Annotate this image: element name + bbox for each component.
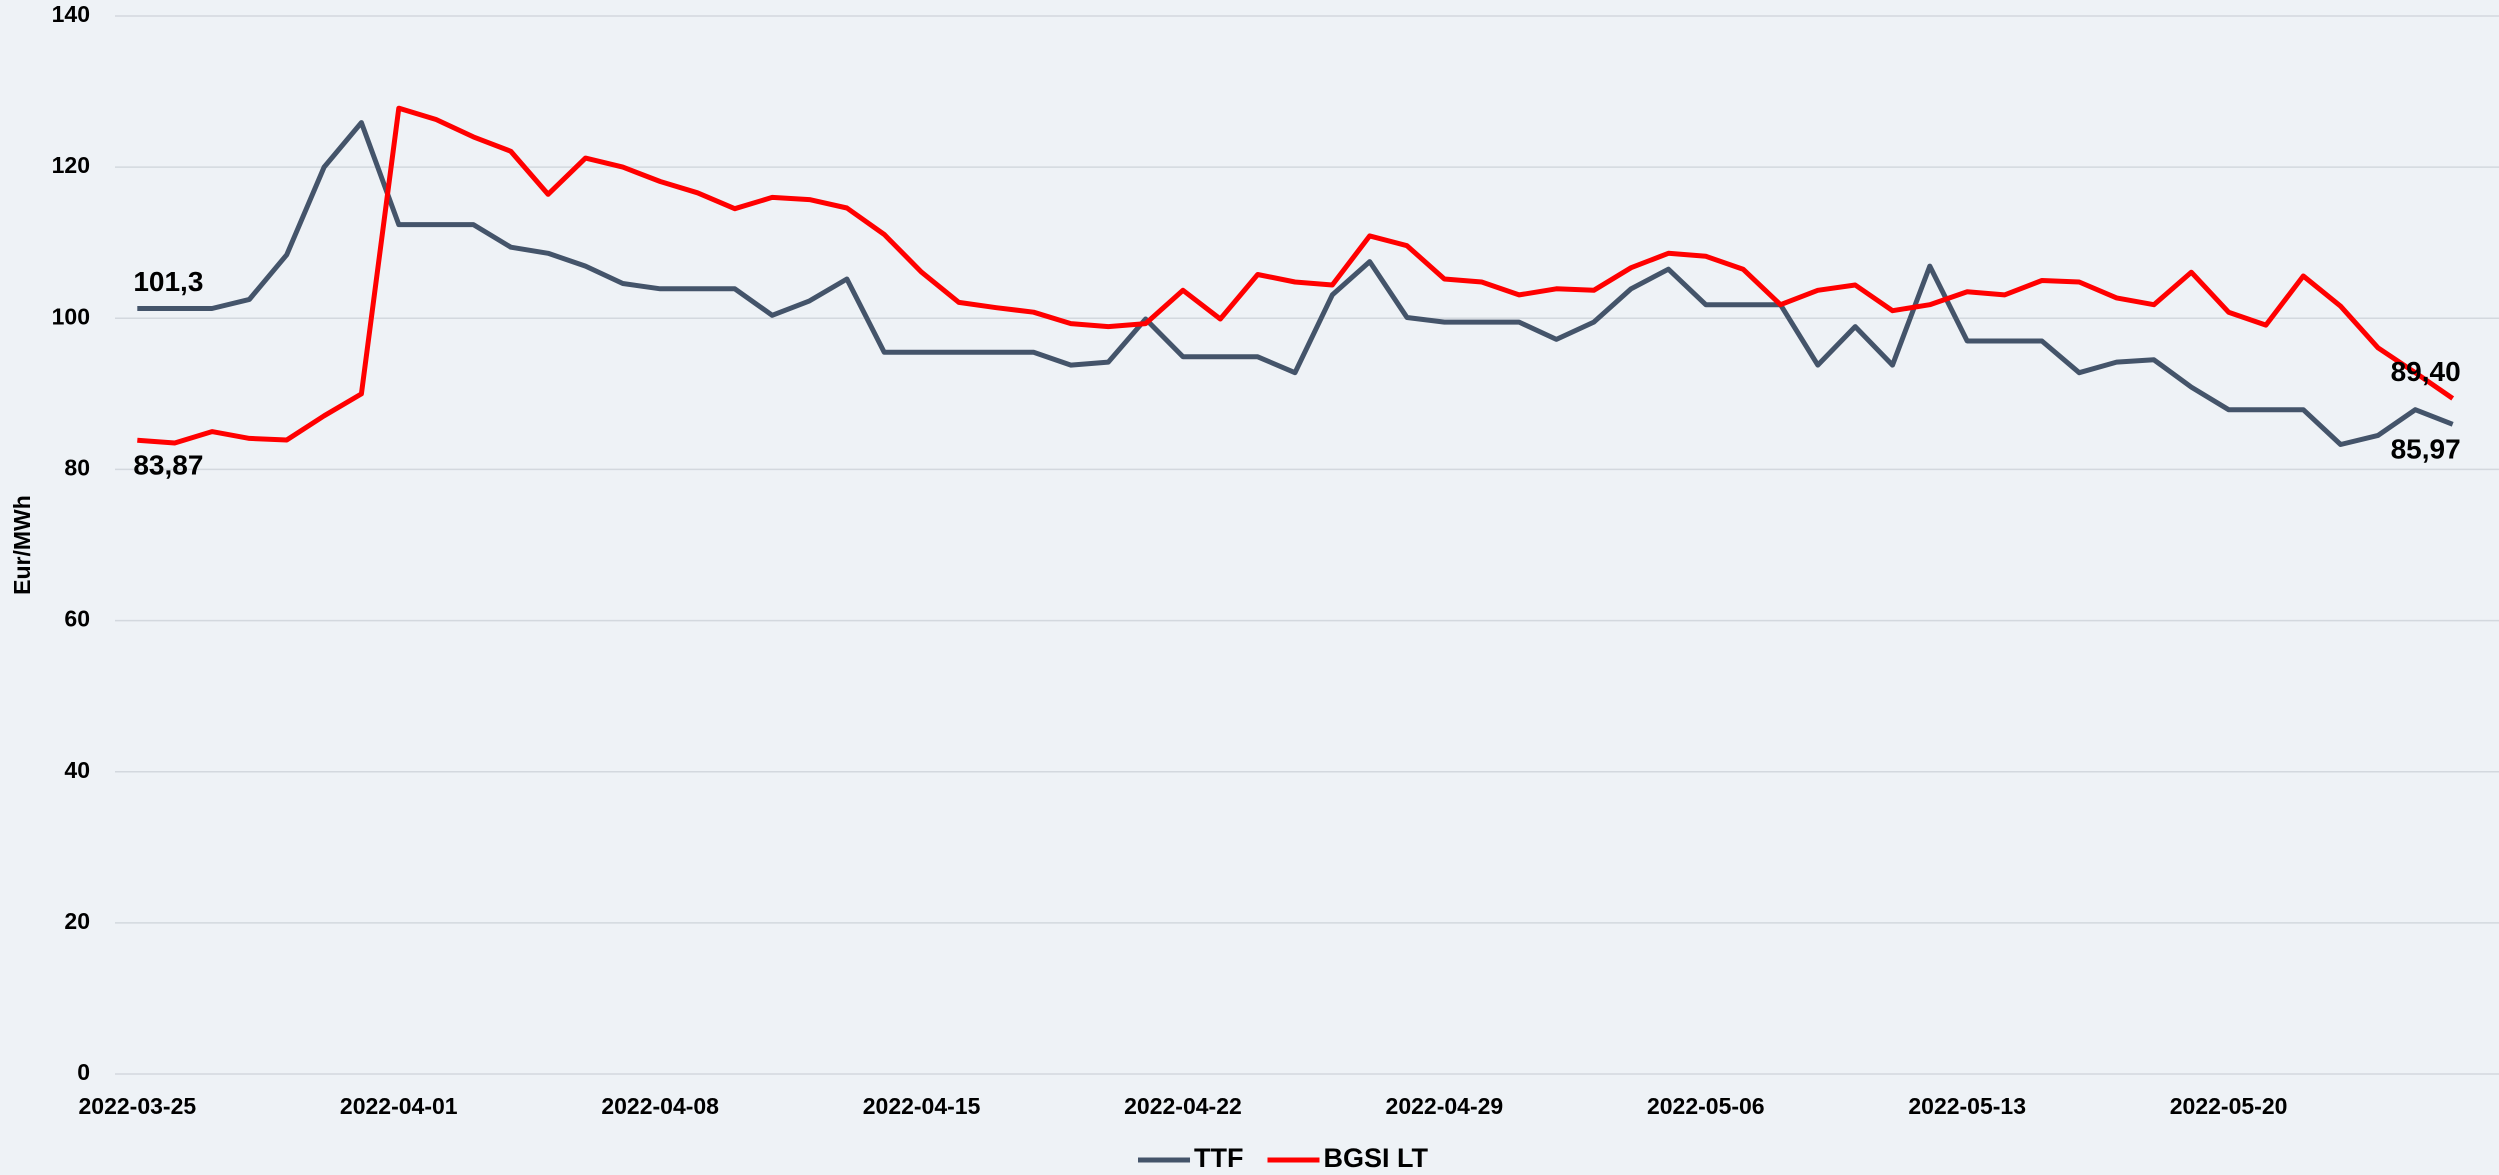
y-tick-label: 0 bbox=[77, 1059, 90, 1085]
legend-label: BGSI LT bbox=[1323, 1143, 1428, 1173]
line-series bbox=[137, 120, 2454, 447]
x-tick-label: 2022-04-22 bbox=[1124, 1093, 1242, 1119]
y-tick-label: 80 bbox=[64, 455, 90, 481]
x-tick-label: 2022-05-20 bbox=[2170, 1093, 2288, 1119]
x-tick-label: 2022-03-25 bbox=[79, 1093, 197, 1119]
data-label: 101,3 bbox=[133, 266, 203, 297]
y-tick-label: 60 bbox=[64, 606, 90, 632]
y-tick-label: 20 bbox=[64, 908, 90, 934]
y-tick-label: 100 bbox=[52, 303, 90, 329]
x-tick-label: 2022-04-15 bbox=[863, 1093, 981, 1119]
data-label: 85,97 bbox=[2391, 434, 2461, 465]
y-tick-label: 120 bbox=[52, 152, 90, 178]
line-series bbox=[137, 105, 2455, 446]
legend-label: TTF bbox=[1194, 1143, 1243, 1173]
x-tick-label: 2022-04-08 bbox=[601, 1093, 719, 1119]
y-axis-label: Eur/MWh bbox=[9, 495, 35, 595]
data-label: 83,87 bbox=[133, 450, 203, 481]
y-tick-label: 40 bbox=[64, 757, 90, 783]
x-tick-label: 2022-04-01 bbox=[340, 1093, 458, 1119]
data-label: 89,40 bbox=[2391, 356, 2461, 387]
x-tick-label: 2022-05-06 bbox=[1647, 1093, 1765, 1119]
y-tick-label: 140 bbox=[52, 1, 90, 27]
x-tick-label: 2022-04-29 bbox=[1386, 1093, 1504, 1119]
x-tick-label: 2022-05-13 bbox=[1908, 1093, 2026, 1119]
